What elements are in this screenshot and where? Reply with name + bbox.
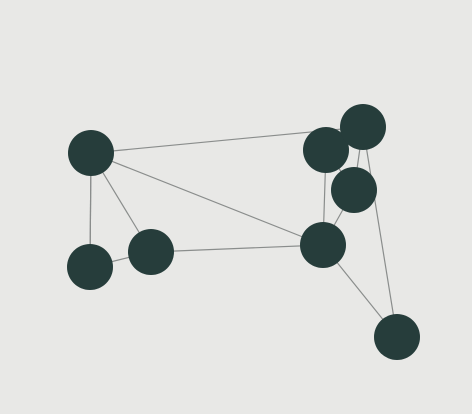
- nodes-layer: [67, 104, 420, 360]
- edge-n3-n8: [150, 244, 324, 253]
- node-n9: [374, 314, 420, 360]
- node-n4: [303, 127, 349, 173]
- edge-n5-n9: [362, 126, 398, 338]
- node-n6: [331, 167, 377, 213]
- node-n8: [300, 222, 346, 268]
- node-n2: [67, 244, 113, 290]
- edge-n1-n8: [90, 152, 324, 246]
- node-n1: [68, 130, 114, 176]
- node-n3: [128, 229, 174, 275]
- node-n5: [340, 104, 386, 150]
